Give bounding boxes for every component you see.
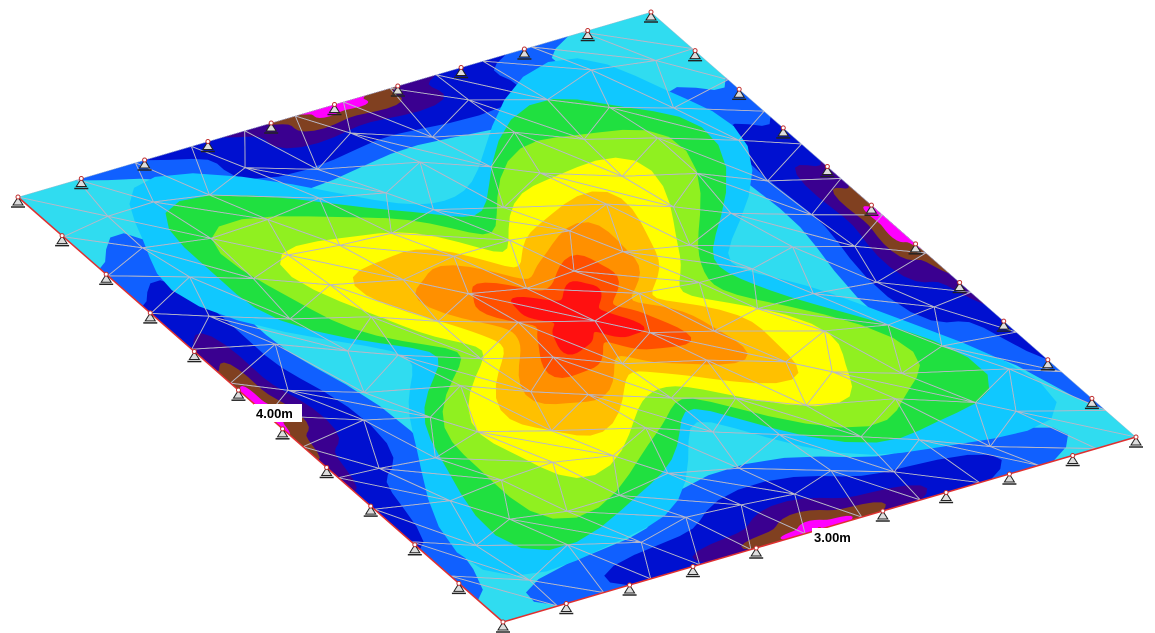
support-node [1046,358,1050,362]
support-node [457,581,461,585]
support-node [79,177,83,181]
support-node [281,427,285,431]
support-node [104,272,108,276]
support-node [369,504,373,508]
support-node [825,165,829,169]
support-node [396,84,400,88]
support-node [206,140,210,144]
support-node [691,565,695,569]
support-node [501,620,505,624]
support-node [754,546,758,550]
contour-view: 4.00m 3.00m [0,0,1155,633]
support-node [914,242,918,246]
support-node [148,311,152,315]
support-node [737,87,741,91]
support-node [1007,472,1011,476]
support-node [693,49,697,53]
support-node [413,543,417,547]
support-node [459,66,463,70]
support-node [958,280,962,284]
dimension-label: 4.00m [256,406,293,421]
support-node [1071,454,1075,458]
support-node [1090,396,1094,400]
support-node [881,509,885,513]
support-node [522,47,526,51]
support-node [143,158,147,162]
support-node [781,126,785,130]
support-node [325,465,329,469]
support-node [649,10,653,14]
support-node [586,29,590,33]
support-node [1134,435,1138,439]
support-node [564,602,568,606]
dimension-label: 3.00m [814,530,851,545]
support-node [333,103,337,107]
support-node [192,350,196,354]
support-node [869,203,873,207]
support-node [236,388,240,392]
support-node [269,121,273,125]
support-node [944,491,948,495]
support [496,620,510,632]
support-node [1002,319,1006,323]
support-node [60,234,64,238]
support-node [628,583,632,587]
support-node [16,195,20,199]
